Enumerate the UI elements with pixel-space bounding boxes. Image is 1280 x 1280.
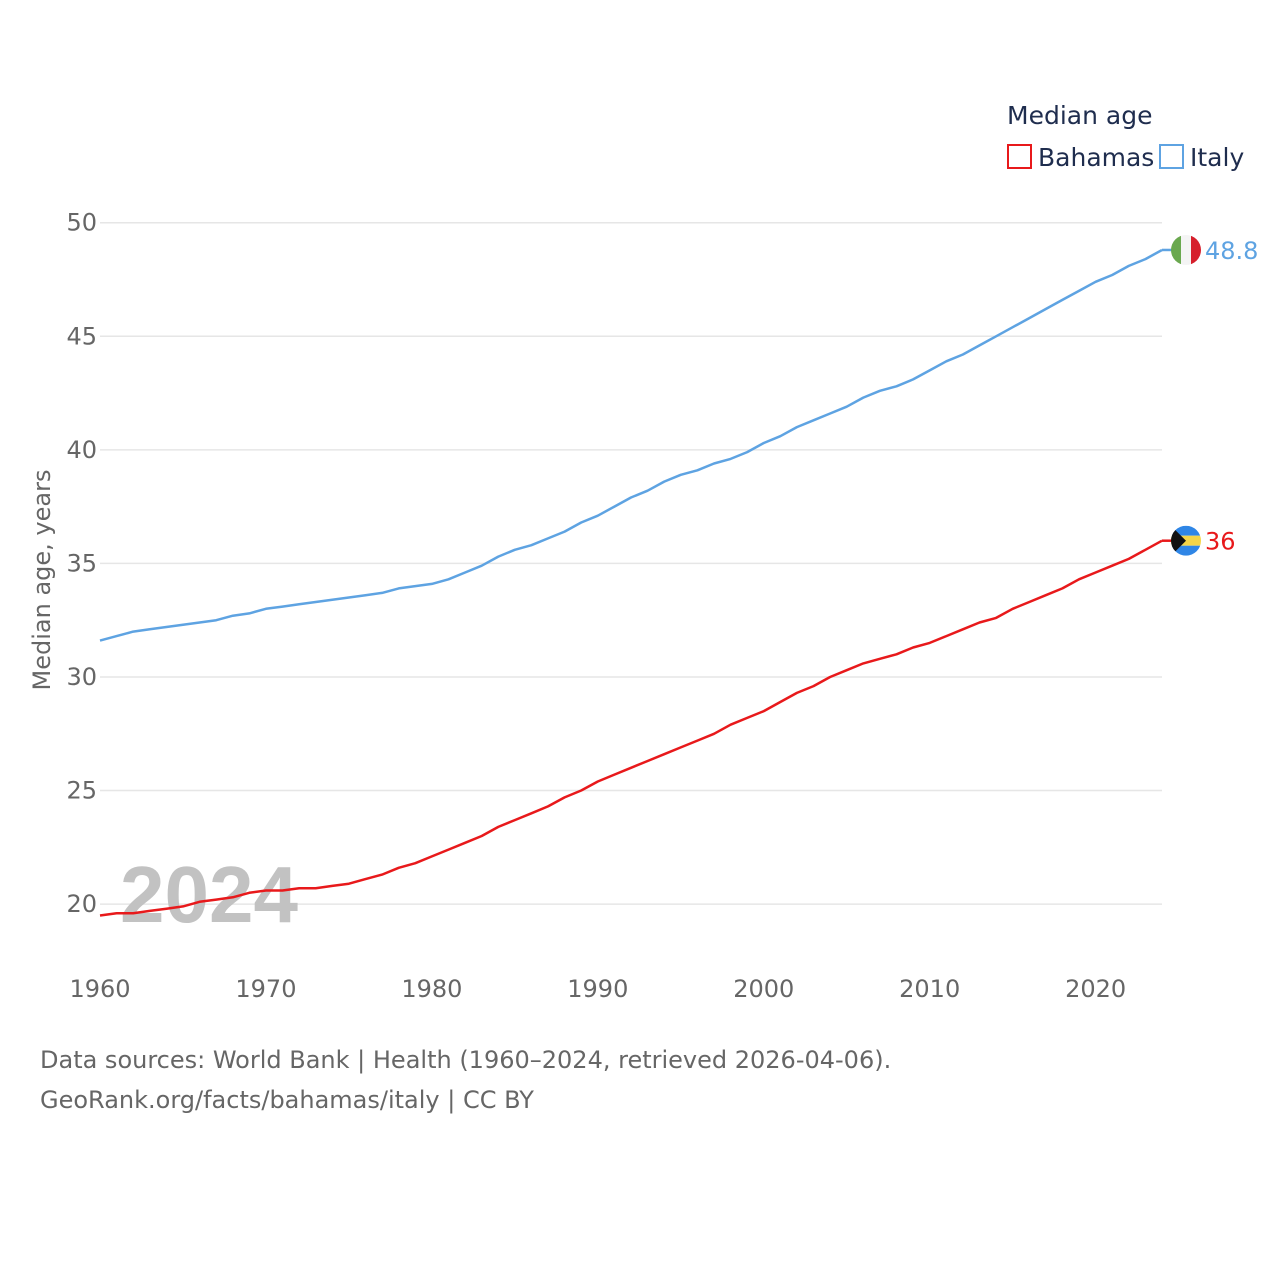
data-sources: Data sources: World Bank | Health (1960–… bbox=[40, 1040, 891, 1120]
legend-swatch-bahamas bbox=[1007, 144, 1032, 169]
series-line-italy bbox=[99, 248, 1163, 642]
sources-line: Data sources: World Bank | Health (1960–… bbox=[40, 1046, 892, 1074]
end-value-label-italy: 48.8 bbox=[1205, 237, 1258, 265]
x-tick-label: 1990 bbox=[567, 975, 628, 1003]
legend-title: Median age bbox=[1007, 101, 1152, 130]
y-axis-ticks: 20 25 30 35 40 45 50 bbox=[66, 209, 97, 918]
y-tick-label: 50 bbox=[66, 209, 97, 237]
legend-label-bahamas: Bahamas bbox=[1038, 143, 1154, 172]
attribution-line: GeoRank.org/facts/bahamas/italy | CC BY bbox=[40, 1086, 534, 1114]
y-tick-label: 40 bbox=[66, 436, 97, 464]
x-tick-label: 1960 bbox=[69, 975, 130, 1003]
x-tick-label: 1980 bbox=[401, 975, 462, 1003]
y-tick-label: 30 bbox=[66, 663, 97, 691]
legend-swatch-italy bbox=[1159, 144, 1184, 169]
gridlines bbox=[100, 221, 1162, 905]
italy-flag-icon bbox=[1171, 234, 1201, 265]
x-tick-label: 1970 bbox=[235, 975, 296, 1003]
current-year-label: 2024 bbox=[120, 850, 298, 939]
series-line-bahamas bbox=[99, 539, 1163, 917]
y-axis-title: Median age, years bbox=[28, 470, 56, 691]
bahamas-flag-icon bbox=[1171, 525, 1201, 556]
x-tick-label: 2010 bbox=[899, 975, 960, 1003]
legend: Median age Bahamas Italy bbox=[1007, 101, 1244, 172]
y-tick-label: 35 bbox=[66, 549, 97, 577]
x-axis-ticks: 1960 1970 1980 1990 2000 2010 2020 bbox=[69, 975, 1126, 1003]
x-tick-label: 2020 bbox=[1065, 975, 1126, 1003]
end-markers: 36 48.8 bbox=[1162, 234, 1258, 556]
y-tick-label: 25 bbox=[66, 777, 97, 805]
legend-label-italy: Italy bbox=[1190, 143, 1244, 172]
end-value-label-bahamas: 36 bbox=[1205, 528, 1236, 556]
series-lines bbox=[99, 248, 1163, 917]
x-tick-label: 2000 bbox=[733, 975, 794, 1003]
y-tick-label: 20 bbox=[66, 890, 97, 918]
y-tick-label: 45 bbox=[66, 322, 97, 350]
